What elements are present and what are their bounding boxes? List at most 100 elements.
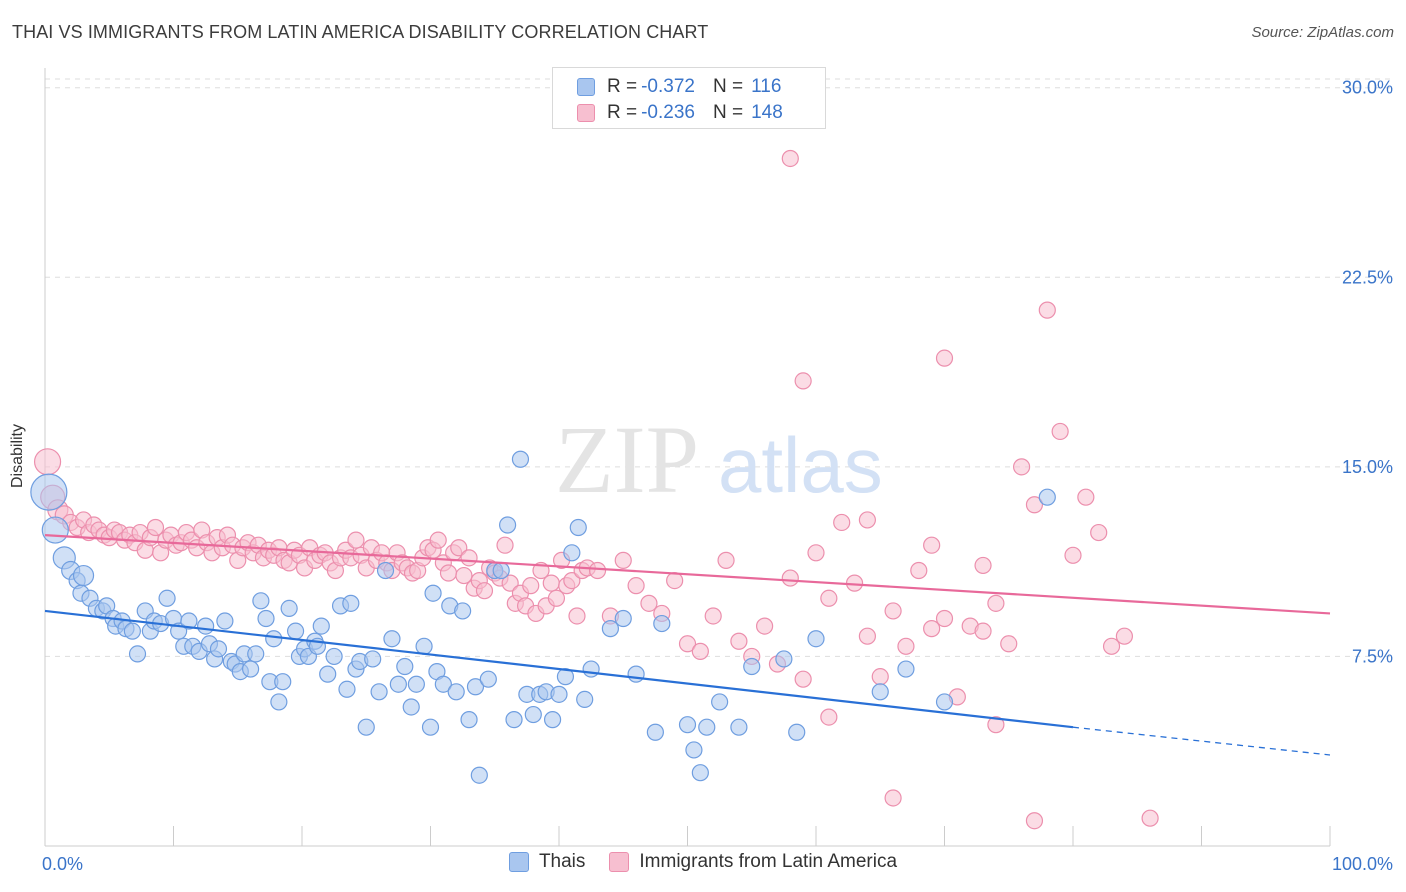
thai-point bbox=[197, 617, 215, 635]
legend-n-value: 116 bbox=[751, 76, 782, 97]
thai-point bbox=[257, 609, 275, 628]
latam-point bbox=[1102, 637, 1121, 655]
thai-point bbox=[434, 675, 452, 693]
latam-point bbox=[781, 149, 799, 168]
latam-point bbox=[987, 594, 1005, 612]
thai-point bbox=[383, 630, 401, 648]
legend-item-thais[interactable]: Thais bbox=[508, 851, 586, 873]
thai-point bbox=[370, 683, 388, 701]
latam-point bbox=[691, 642, 709, 660]
thai-point bbox=[788, 723, 806, 741]
latam-point bbox=[563, 571, 581, 590]
latam-point bbox=[522, 577, 540, 595]
x-tick-label: 100.0% bbox=[1332, 854, 1393, 874]
source-label: Source: ZipAtlas.com bbox=[1251, 24, 1394, 41]
latam-point bbox=[347, 531, 365, 549]
latam-point bbox=[450, 539, 468, 557]
latam-point bbox=[640, 594, 658, 612]
latam-point bbox=[755, 617, 774, 635]
thai-point bbox=[357, 718, 375, 736]
thai-point bbox=[280, 599, 298, 617]
thai-point bbox=[582, 660, 600, 678]
x-tick-label: 0.0% bbox=[42, 854, 83, 874]
latam-point bbox=[1051, 422, 1069, 441]
latam-point bbox=[897, 637, 915, 655]
thai-point bbox=[286, 622, 305, 640]
thai-point bbox=[274, 673, 292, 691]
trend-thai-solid bbox=[44, 609, 1074, 729]
thai-point bbox=[576, 690, 594, 708]
thai-point bbox=[646, 723, 664, 741]
thai-point bbox=[897, 660, 915, 678]
thai-point bbox=[691, 764, 709, 782]
latam-point bbox=[33, 448, 62, 476]
latam-point bbox=[807, 544, 825, 562]
thai-point bbox=[319, 665, 337, 683]
latam-point bbox=[666, 571, 684, 590]
thai-point bbox=[338, 680, 356, 698]
latam-point bbox=[858, 627, 877, 645]
thai-point bbox=[460, 711, 478, 729]
thai-point bbox=[265, 630, 283, 648]
latam-point bbox=[884, 789, 902, 807]
watermark-atlas: atlas bbox=[718, 421, 883, 509]
legend-label-thais: Thais bbox=[538, 851, 586, 872]
thai-point bbox=[1038, 488, 1056, 506]
latam-point bbox=[496, 536, 514, 554]
chart-title: THAI VS IMMIGRANTS FROM LATIN AMERICA DI… bbox=[12, 22, 709, 42]
latam-point bbox=[974, 556, 992, 575]
latam-point bbox=[935, 609, 954, 628]
thai-point bbox=[871, 683, 889, 701]
latam-point bbox=[1025, 496, 1044, 514]
thai-point bbox=[312, 617, 330, 635]
thai-point bbox=[499, 516, 517, 534]
thai-point bbox=[41, 516, 69, 544]
latam-point bbox=[884, 602, 902, 620]
legend-label-latam: Immigrants from Latin America bbox=[639, 851, 898, 872]
thai-point bbox=[556, 668, 575, 686]
latam-point bbox=[704, 607, 722, 625]
trend-lines bbox=[44, 533, 1331, 756]
thai-point bbox=[421, 718, 440, 736]
latam-point bbox=[1077, 488, 1095, 506]
thai-point bbox=[685, 741, 703, 759]
gridlines bbox=[45, 78, 1392, 657]
thai-point bbox=[730, 718, 748, 736]
thai-point bbox=[270, 693, 288, 711]
legend-item-latam[interactable]: Immigrants from Latin America bbox=[609, 851, 897, 873]
legend-n-label: N = bbox=[712, 76, 744, 97]
thai-point bbox=[454, 602, 472, 620]
thai-point bbox=[807, 630, 825, 648]
legend-swatch-latam bbox=[577, 104, 595, 122]
thai-point bbox=[935, 693, 954, 711]
y-tick-label: 15.0% bbox=[1342, 457, 1393, 477]
thai-point bbox=[180, 612, 198, 630]
thai-point bbox=[614, 609, 632, 628]
latam-point bbox=[858, 511, 877, 529]
latam-point bbox=[455, 566, 473, 585]
legend-swatch-thais bbox=[508, 852, 529, 872]
thai-point bbox=[563, 544, 581, 562]
latam-point bbox=[781, 569, 799, 587]
legend-series: Thais Immigrants from Latin America bbox=[0, 851, 1406, 873]
legend-swatch-latam bbox=[609, 852, 630, 872]
thai-point bbox=[711, 693, 729, 711]
latam-point bbox=[833, 513, 851, 532]
thai-point bbox=[678, 716, 697, 734]
thai-point bbox=[389, 675, 407, 693]
watermark: ZIP atlas bbox=[555, 406, 883, 513]
latam-point bbox=[987, 716, 1005, 734]
thai-point bbox=[524, 705, 542, 724]
latam-point bbox=[820, 708, 838, 726]
thai-point bbox=[415, 637, 433, 655]
thai-point bbox=[402, 698, 420, 716]
latam-point bbox=[730, 632, 748, 650]
latam-point bbox=[627, 577, 645, 595]
latam-point bbox=[923, 620, 941, 638]
latam-point bbox=[794, 372, 812, 390]
thai-point bbox=[479, 670, 497, 688]
legend-r-value: -0.372 bbox=[641, 76, 695, 97]
thai-point bbox=[601, 620, 620, 638]
thai-point bbox=[653, 614, 671, 633]
latam-point bbox=[501, 574, 519, 592]
